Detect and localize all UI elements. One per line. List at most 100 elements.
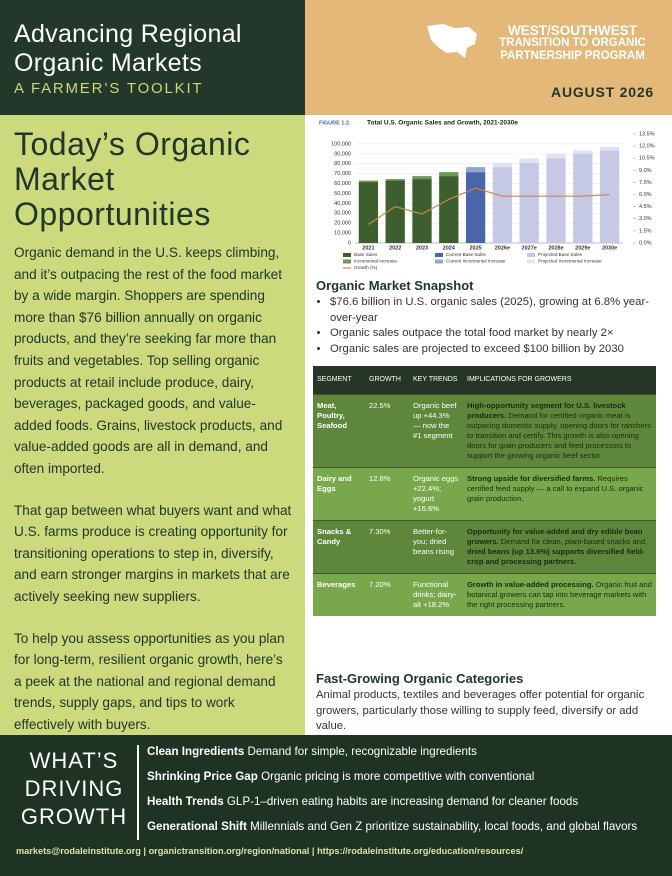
y2-tick-label: 9.0% — [639, 168, 652, 174]
y-tick-label: 30,000 — [334, 211, 351, 217]
header-right: WEST/SOUTHWEST TRANSITION TO ORGANIC PAR… — [305, 0, 672, 115]
footer-link[interactable]: organictransition.org/region/national — [148, 846, 310, 856]
paragraph: That gap between what buyers want and wh… — [14, 502, 292, 604]
y-tick-label: 20,000 — [334, 221, 351, 227]
growth-cell: 7.30% — [365, 519, 409, 573]
bar-segment — [412, 176, 432, 180]
y-tick-label: 70,000 — [334, 171, 351, 177]
growth-cell: 12.8% — [365, 466, 409, 520]
section-heading: Fast-Growing Organic Categories — [316, 671, 524, 686]
bar-segment — [492, 167, 513, 243]
drivers-band: WHAT’S DRIVING GROWTH Clean Ingredients … — [0, 735, 672, 876]
x-tick-label: 2030e — [602, 245, 617, 251]
y-tick-label: 60,000 — [334, 181, 351, 187]
table-row: Snacks & Candy 7.30% Better-for-you; dried… — [313, 519, 656, 573]
x-tick-label: 2024 — [443, 245, 456, 251]
bar-segment — [492, 162, 513, 168]
y2-tick-label: 3.0% — [639, 216, 652, 222]
segment-cell: Beverages — [313, 572, 365, 616]
program-name: WEST/SOUTHWEST TRANSITION TO ORGANIC PAR… — [480, 24, 665, 63]
bar-segment — [439, 176, 459, 243]
bullet: $76.6 billion in U.S. organic sales (202… — [330, 295, 666, 326]
bar-segment — [385, 180, 405, 243]
bullet: Organic sales outpace the total food mar… — [330, 326, 666, 342]
intro-heading: Today’s Organic Market Opportunities — [14, 126, 251, 232]
legend-swatch — [343, 253, 351, 257]
y2-tick-label: 0.0% — [639, 240, 652, 246]
column-header: KEY TRENDS — [409, 366, 463, 394]
chart-title: Total U.S. Organic Sales and Growth, 202… — [367, 120, 518, 127]
bar-segment — [358, 180, 379, 183]
implications-cell: High-opportunity segment for U.S. livest… — [463, 393, 656, 467]
driver-text: GLP-1–driven eating habits are increasin… — [226, 795, 579, 808]
chart: FIGURE 1.2. Total U.S. Organic Sales and… — [319, 120, 655, 271]
legend-label: Projected Base Sales — [538, 252, 583, 257]
legend-label: Growth (%) — [354, 265, 378, 270]
implication-text: Demand for clean, plant-based snacks and — [498, 536, 646, 546]
drivers-list: Clean Ingredients Demand for simple, rec… — [147, 745, 637, 845]
paragraph: Organic demand in the U.S. keeps climbin… — [14, 245, 283, 476]
trends-cell: Functional drinks; dairy-alt +18.2% — [409, 572, 463, 616]
header-left: Advancing Regional Organic Markets A FAR… — [0, 0, 305, 115]
table-row: Meat, Poultry, Seafood 22.5% Organic beef … — [313, 393, 656, 467]
categories-section: Fast-Growing Organic Categories Animal p… — [316, 671, 666, 735]
column-header: IMPLICATIONS FOR GROWERS — [463, 366, 656, 394]
bar-segment — [573, 153, 593, 243]
segment-cell: Snacks & Candy — [313, 519, 365, 573]
growth-line — [368, 187, 610, 225]
section-text: Animal products, textiles and beverages … — [316, 689, 645, 732]
implication-text: Growth in value-added processing. — [467, 579, 594, 589]
bar-segment — [439, 172, 459, 177]
y2-tick-label: 10.5% — [639, 156, 655, 162]
trends-cell: Organic beef up +44.3% — now the #1 segm… — [409, 393, 463, 467]
bar-segment — [519, 162, 539, 243]
separator: | — [143, 846, 146, 856]
growth-cell: 22.5% — [365, 393, 409, 467]
footer-link[interactable]: https://rodaleinstitute.org/education/re… — [317, 846, 524, 856]
bar-segment — [385, 179, 405, 181]
bar-segment — [599, 146, 620, 151]
bar-segment — [573, 150, 593, 154]
driver-text: Millennials and Gen Z prioritize sustain… — [250, 820, 638, 833]
legend-swatch — [527, 253, 535, 257]
implication-text: Demand for certified organic meat is out… — [467, 410, 651, 460]
x-tick-label: 2029e — [575, 245, 590, 251]
legend-label: Current Incremental Increase — [446, 259, 506, 264]
trends-cell: Better-for-you; dried beans rising — [409, 519, 463, 573]
date: AUGUST 2026 — [551, 84, 654, 100]
driver-term: Generational Shift — [147, 820, 247, 833]
legend-swatch — [527, 259, 535, 264]
legend-swatch — [435, 253, 443, 257]
driver-text: Demand for simple, recognizable ingredie… — [247, 745, 477, 758]
driver-item: Generational Shift Millennials and Gen Z… — [147, 820, 637, 845]
bar-segment — [358, 182, 379, 243]
legend-label: Base Sales — [354, 252, 378, 257]
x-tick-label: 2022 — [389, 245, 401, 251]
table-row: Beverages 7.20% Functional drinks; dairy-a… — [313, 572, 656, 616]
implication-text: Requires certified feed supply — a call … — [467, 473, 644, 503]
y-tick-label: 50,000 — [334, 191, 351, 197]
footer: markets@rodaleinstitute.org | organictra… — [16, 846, 523, 856]
growth-cell: 7.20% — [365, 572, 409, 616]
bullet: Organic sales are projected to exceed $1… — [330, 342, 666, 358]
x-tick-label: 2026e — [495, 245, 510, 251]
snapshot: Organic Market Snapshot $76.6 billion in… — [316, 278, 666, 357]
x-tick-label: 2027e — [522, 245, 537, 251]
segment-table: SEGMENT GROWTH KEY TRENDS IMPLICATIONS F… — [313, 366, 656, 616]
segment-cell: Dairy and Eggs — [313, 466, 365, 520]
program-line: TRANSITION TO ORGANIC — [499, 37, 646, 49]
y2-tick-label: 12.0% — [639, 144, 655, 150]
footer-link[interactable]: markets@rodaleinstitute.org — [16, 846, 141, 856]
y2-tick-label: 7.5% — [639, 180, 652, 186]
y2-tick-label: 4.5% — [639, 204, 652, 210]
driver-term: Clean Ingredients — [147, 745, 245, 758]
driver-item: Health Trends GLP-1–driven eating habits… — [147, 795, 637, 820]
y-tick-label: 100,000 — [331, 141, 351, 147]
legend-label: Current Base Sales — [446, 252, 487, 257]
implication-text: dried beans (up 13.6%) supports diversif… — [467, 546, 645, 566]
driver-item: Shrinking Price Gap Organic pricing is m… — [147, 770, 637, 795]
program-line: WEST/SOUTHWEST — [508, 23, 637, 38]
implications-cell: Growth in value-added processing. Organi… — [463, 572, 656, 616]
x-tick-label: 2028e — [548, 245, 563, 251]
